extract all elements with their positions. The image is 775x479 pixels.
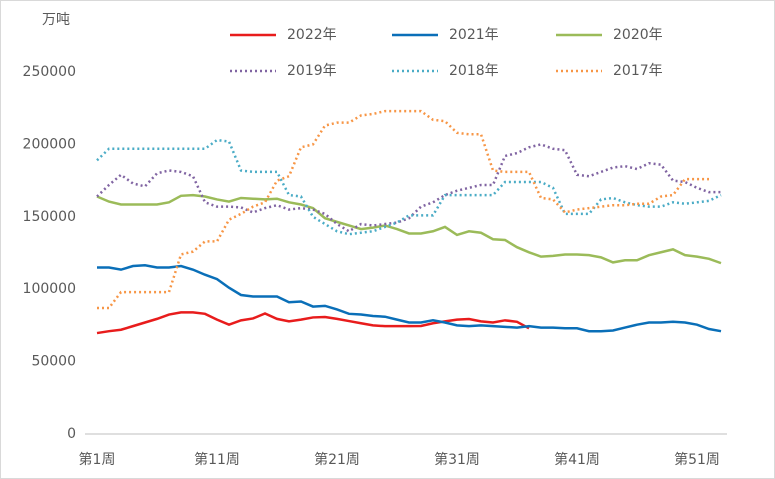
x-tick-label: 第31周 [434,451,480,468]
x-tick-label: 第11周 [194,451,240,468]
y-tick-label: 200000 [23,136,76,152]
x-tick-label: 第21周 [314,451,360,468]
legend-label: 2017年 [613,63,663,79]
legend-label: 2022年 [287,27,337,43]
y-tick-label: 250000 [23,64,76,80]
series-line [96,143,721,233]
x-tick-label: 第1周 [79,451,116,468]
series-line [96,311,530,335]
y-tick-label: 150000 [23,209,76,225]
y-tick-label: 100000 [23,281,76,297]
legend-label: 2021年 [449,27,499,43]
y-axis-label: 万吨 [42,12,70,28]
legend-label: 2018年 [449,63,499,79]
legend-label: 2019年 [287,63,337,79]
x-tick-label: 第51周 [674,451,720,468]
y-tick-label: 50000 [31,354,76,370]
series-line [97,264,722,333]
x-tick-label: 第41周 [554,451,600,468]
y-tick-label: 0 [67,426,76,442]
legend-label: 2020年 [613,27,663,43]
